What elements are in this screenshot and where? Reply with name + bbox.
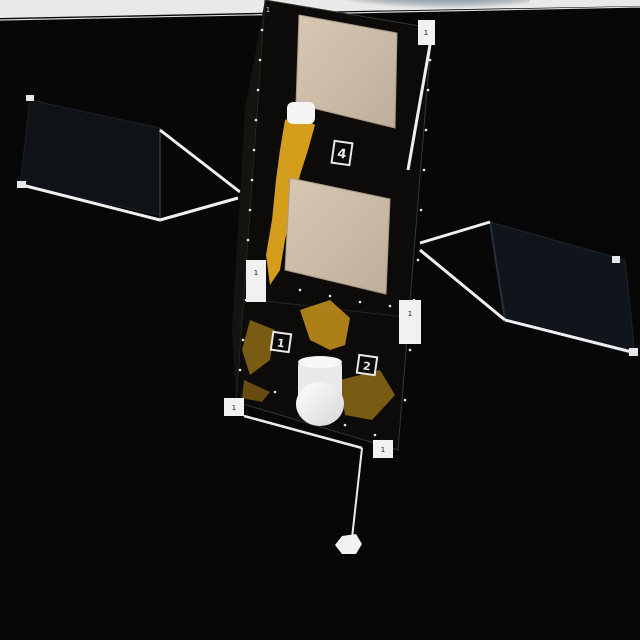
svg-text:1: 1 xyxy=(232,404,236,412)
right-solar-array xyxy=(419,220,638,356)
svg-text:1: 1 xyxy=(381,446,385,454)
svg-text:2: 2 xyxy=(362,360,371,374)
marker-bottom-left: 1 xyxy=(269,330,293,354)
corner-marker-ml xyxy=(246,260,266,302)
left-array-corner-marker xyxy=(17,181,26,188)
corner-marker-mr xyxy=(399,300,421,344)
nozzle-dome xyxy=(296,356,344,426)
marker-top-front: 4 xyxy=(330,139,354,167)
left-array-tip-marker xyxy=(26,95,34,101)
left-solar-array xyxy=(17,95,241,222)
svg-text:1: 1 xyxy=(408,310,412,318)
marker-bottom-right: 2 xyxy=(355,353,379,377)
lower-antenna xyxy=(243,414,363,554)
svg-text:1: 1 xyxy=(276,337,285,351)
svg-text:4: 4 xyxy=(336,146,347,162)
right-array-corner-marker xyxy=(629,348,638,356)
top-antenna-boom xyxy=(406,44,432,171)
corner-marker-tr xyxy=(418,20,435,45)
corner-marker-br xyxy=(373,440,393,458)
corner-markers: 1 1 1 1 1 1 xyxy=(224,6,435,458)
middle-radiator-panel xyxy=(284,177,391,295)
svg-text:1: 1 xyxy=(424,29,428,37)
right-array-tip-marker xyxy=(612,256,620,263)
svg-text:1: 1 xyxy=(266,6,270,14)
top-cylinder xyxy=(287,102,315,124)
antenna-tip xyxy=(335,534,362,554)
corner-marker-bl xyxy=(224,398,244,416)
top-radiator-panel xyxy=(295,14,398,129)
svg-text:1: 1 xyxy=(254,269,258,277)
